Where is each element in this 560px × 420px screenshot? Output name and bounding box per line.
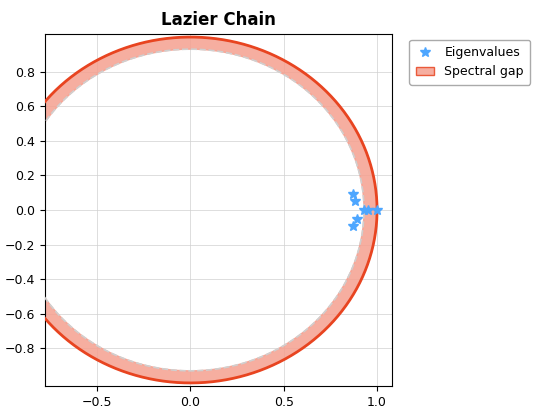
Polygon shape (4, 37, 377, 383)
Title: Lazier Chain: Lazier Chain (161, 11, 276, 29)
Legend: Eigenvalues, Spectral gap: Eigenvalues, Spectral gap (409, 40, 530, 84)
